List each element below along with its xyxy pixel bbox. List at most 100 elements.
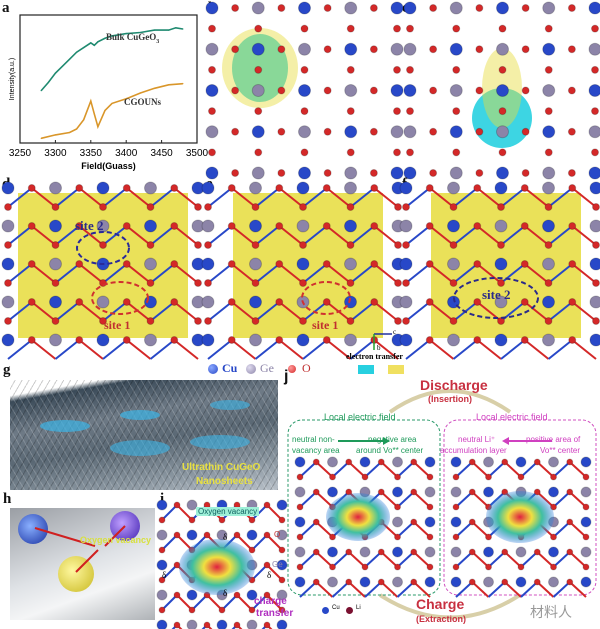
o-atom [566,548,574,556]
o-atom [263,591,271,599]
bond [251,504,268,521]
bond [315,521,334,538]
legend-cu: Cu [222,361,238,375]
bond [302,263,328,284]
o-atom [429,127,438,136]
o-atom [322,336,331,344]
o-atom [278,606,286,614]
o-atom [227,336,236,344]
cu-atom [496,1,509,15]
bond [547,187,573,208]
cu-atom [344,42,358,56]
bond [571,301,597,322]
bond [173,301,199,322]
neutral-li-1: neutral Li⁺ [458,435,496,444]
panel-label-g: g [3,362,11,378]
o-atom [475,45,484,54]
cu-atom [515,576,527,588]
delta-top: δ [223,532,228,542]
bond [476,339,502,360]
cu-atom [96,333,110,347]
o-atom [248,546,256,554]
cu-atom [399,333,413,347]
isosurface-d [1,181,205,360]
bond [326,225,352,246]
bond [315,491,334,508]
site-ellipse [301,281,351,315]
o-atom [497,279,505,287]
cu-atom [156,559,168,571]
ultrathin-label-1: Ultrathin CuGeO [182,462,261,473]
bond [126,339,152,360]
ge-atom [251,166,265,180]
o-atom [473,184,482,192]
bond [266,504,283,521]
o-atom [475,169,484,177]
ge-atom [424,486,436,498]
bond [487,461,506,478]
cu-atom [1,181,15,195]
o-atom [278,576,286,584]
o-atom [544,65,553,74]
bond [373,225,399,246]
o-atom [329,533,336,541]
o-atom [425,298,434,306]
bond [31,339,57,360]
charge-glow [179,539,255,595]
bond [452,339,478,360]
bond [476,263,502,284]
o-atom [582,563,590,571]
bond [254,187,280,208]
ge-atom [403,125,417,139]
o-atom [278,516,286,524]
ge-atom [186,619,198,629]
charge-transfer-label-2: transfer [256,608,294,619]
bond [547,339,573,360]
o-atom [361,563,369,571]
o-atom [75,184,84,192]
o-atom [296,563,304,571]
ge-atom [580,546,592,558]
bond [331,551,350,568]
bond [102,263,128,284]
o-atom [75,222,84,230]
bond [373,339,399,360]
o-atom [227,260,236,268]
o-atom [370,222,379,230]
o-atom [498,65,507,74]
data-point [153,87,156,89]
o-atom [497,241,505,249]
cu-atom [251,42,265,56]
bond [302,339,328,360]
bond [31,263,57,284]
o-atom [429,86,438,95]
cu-atom [494,257,508,271]
o-atom [346,107,355,116]
bond [331,581,350,598]
o-atom [329,473,336,481]
x-axis-label: Field(Guass) [81,161,136,171]
cu-atom [449,125,463,139]
o-atom [277,169,286,177]
o-atom [582,473,590,481]
cyan-swatch [358,365,374,374]
o-atom [296,473,304,481]
bond [349,263,375,284]
o-atom [501,458,509,466]
bond [413,581,431,598]
o-atom [394,533,401,541]
o-atom [251,203,260,211]
o-atom [312,548,320,556]
o-atom [170,222,179,230]
bond [7,339,33,360]
o-atom [275,222,284,230]
bond [500,263,526,284]
o-atom [227,298,236,306]
bond [31,301,57,322]
bond [54,301,80,322]
o-atom [394,473,401,481]
bond [524,301,550,322]
bond [54,263,80,284]
o-atom [227,184,236,192]
bond [206,594,223,611]
